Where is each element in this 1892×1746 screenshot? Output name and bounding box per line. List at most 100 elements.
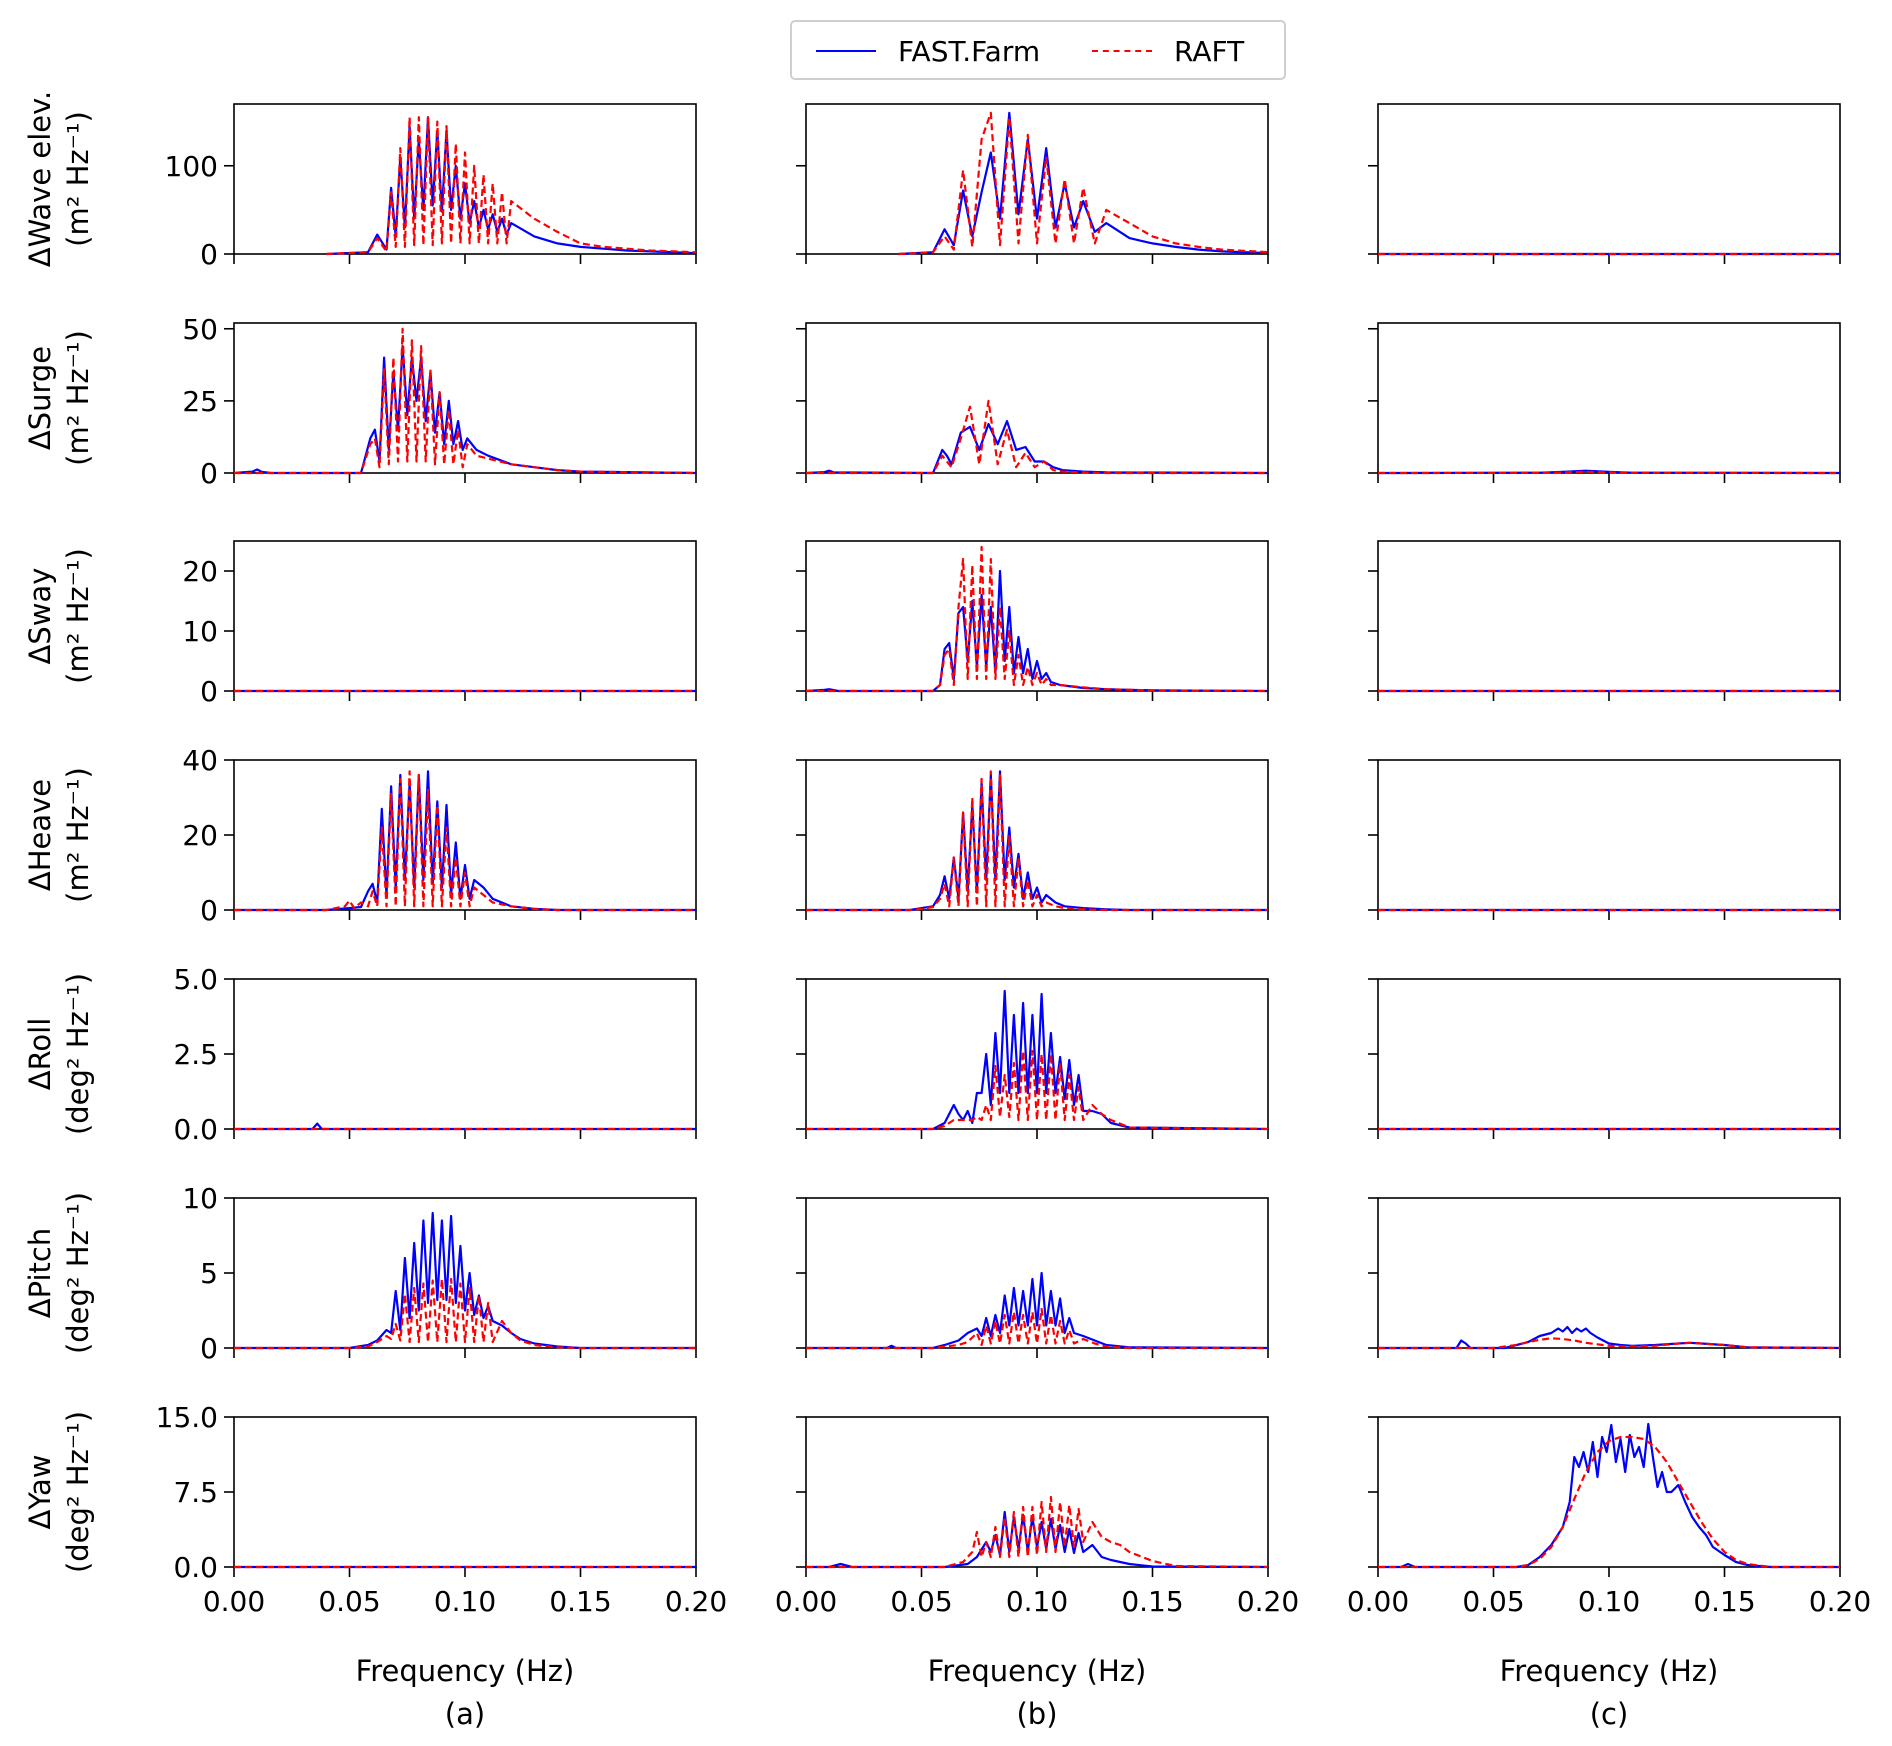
y-tick-label: 40 [182,744,218,777]
raft-series-line-r1-c2 [1377,470,1841,475]
y-axis-label: ΔSway [23,568,57,665]
x-tick-label: 0.20 [1237,1585,1299,1618]
x-tick-label: 0.15 [549,1585,611,1618]
x-tick-label: 0.15 [1693,1585,1755,1618]
panel-frame-r4-c2 [1377,978,1841,1130]
x-tick-label: 0.05 [1462,1585,1524,1618]
raft-series-line-r4-c1 [806,1049,1269,1131]
x-tick-label: 0.00 [1347,1585,1409,1618]
x-tick-label: 0.10 [434,1585,496,1618]
y-tick-label: 25 [182,385,218,418]
fastfarm-series-line-r0-c1 [898,111,1269,256]
raft-series-line-r6-c1 [806,1495,1269,1569]
x-tick-label: 0.20 [1809,1585,1871,1618]
y-tick-label: 15.0 [156,1401,218,1434]
panel-frame-r2-c0 [233,540,697,692]
raft-series-line-r3-c0 [234,770,696,912]
legend-line-dashed-icon [1092,50,1152,52]
y-axis-unit-label: (m² Hz⁻¹) [61,767,95,903]
panel-frame-r0-c2 [1377,103,1841,255]
y-axis-unit-label: (deg² Hz⁻¹) [61,1192,95,1354]
panel-frame-r5-c2 [1377,1197,1841,1349]
y-tick-label: 0 [200,894,218,927]
y-axis-label: ΔWave elev. [23,91,57,268]
x-tick-label: 0.20 [665,1585,727,1618]
y-axis-label: ΔPitch [23,1228,57,1318]
y-tick-label: 10 [182,615,218,648]
y-tick-label: 0 [200,1332,218,1365]
y-tick-label: 50 [182,313,218,346]
legend: FAST.Farm RAFT [790,20,1286,80]
raft-series-line-r5-c1 [806,1307,1268,1350]
raft-series-line-r0-c1 [898,111,1269,256]
y-tick-label: 7.5 [173,1476,218,1509]
fastfarm-series-line-r5-c0 [234,1211,696,1350]
raft-series-line-r0-c0 [326,116,697,256]
x-tick-label: 0.10 [1578,1585,1640,1618]
y-axis-label: ΔRoll [23,1018,57,1091]
panel-frame-r2-c1 [805,540,1269,692]
x-tick-label: 0.00 [203,1585,265,1618]
y-axis-label: ΔSurge [23,346,57,450]
fastfarm-series-line-r6-c1 [806,1510,1269,1569]
raft-series-line-r1-c1 [806,399,1268,475]
y-tick-label: 10 [182,1182,218,1215]
x-tick-label: 0.15 [1121,1585,1183,1618]
legend-label-raft: RAFT [1174,34,1245,68]
panel-frame-r0-c0 [233,103,697,255]
y-axis-label: ΔYaw [23,1454,57,1529]
y-tick-label: 0 [200,238,218,271]
fastfarm-series-line-r3-c1 [806,770,1268,912]
panel-frame-r1-c1 [805,322,1269,474]
legend-label-fastfarm: FAST.Farm [898,34,1041,68]
raft-series-line-r6-c2 [1378,1435,1840,1569]
panel-frame-r6-c0 [233,1416,697,1568]
raft-series-line-r3-c1 [806,770,1268,912]
y-tick-label: 2.5 [173,1038,218,1071]
x-tick-label: 0.10 [1006,1585,1068,1618]
legend-line-solid-icon [816,50,876,52]
x-tick-label: 0.00 [775,1585,837,1618]
y-axis-unit-label: (m² Hz⁻¹) [61,111,95,247]
legend-item-raft: RAFT [1092,31,1244,71]
panel-frame-r5-c0 [233,1197,697,1349]
x-tick-label: 0.05 [890,1585,952,1618]
raft-series-line-r2-c1 [806,545,1269,693]
fastfarm-series-line-r6-c2 [1378,1422,1840,1569]
y-axis-unit-label: (m² Hz⁻¹) [61,548,95,684]
y-tick-label: 5 [200,1257,218,1290]
x-axis-label: Frequency (Hz) [1500,1654,1719,1688]
fastfarm-series-line-r0-c0 [326,116,697,256]
raft-series-line-r5-c2 [1378,1337,1841,1350]
panel-frame-r1-c0 [233,322,697,474]
column-label: (a) [445,1697,485,1731]
fastfarm-series-line-r5-c1 [806,1271,1269,1350]
y-tick-label: 100 [165,150,218,183]
column-label: (c) [1590,1697,1629,1731]
y-tick-label: 0 [200,675,218,708]
column-label: (b) [1016,1697,1057,1731]
y-tick-label: 0.0 [173,1113,218,1146]
panel-frame-r2-c2 [1377,540,1841,692]
panel-frame-r3-c2 [1377,759,1841,911]
panel-frame-r1-c2 [1377,322,1841,474]
y-tick-label: 0 [200,457,218,490]
legend-item-fastfarm: FAST.Farm [816,31,1040,71]
x-tick-label: 0.05 [318,1585,380,1618]
fastfarm-series-line-r4-c1 [806,989,1269,1131]
x-axis-label: Frequency (Hz) [356,1654,575,1688]
y-axis-label: ΔHeave [23,779,57,891]
panel-frame-r3-c0 [233,759,697,911]
y-tick-label: 20 [182,819,218,852]
panel-frame-r4-c0 [233,978,697,1130]
y-tick-label: 0.0 [173,1551,218,1584]
fastfarm-series-line-r3-c0 [234,770,696,912]
raft-series-line-r5-c0 [234,1277,696,1350]
raft-series-line-r1-c0 [234,327,697,475]
y-axis-unit-label: (m² Hz⁻¹) [61,330,95,466]
y-tick-label: 20 [182,555,218,588]
y-tick-label: 5.0 [173,963,218,996]
x-axis-label: Frequency (Hz) [928,1654,1147,1688]
y-axis-unit-label: (deg² Hz⁻¹) [61,1411,95,1573]
